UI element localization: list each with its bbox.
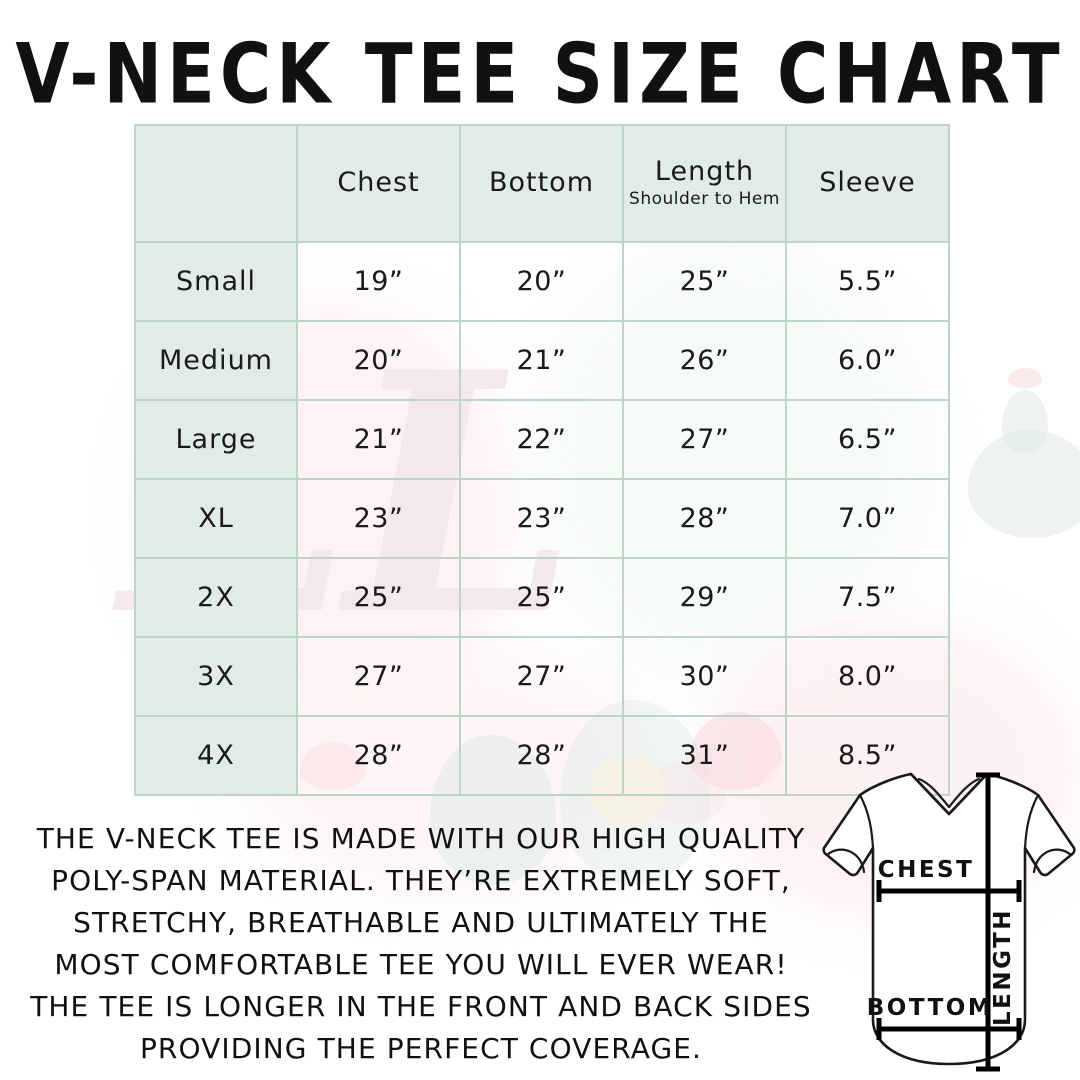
cell-size: Medium <box>134 320 298 401</box>
cell-size: 3X <box>134 636 298 717</box>
cell-size: 2X <box>134 557 298 638</box>
header-cell-sleeve: Sleeve <box>785 124 950 243</box>
header-sublabel-length: Shoulder to Hem <box>629 188 780 209</box>
table-row: Small 19” 20” 25” 5.5” <box>134 241 950 322</box>
cell-sleeve: 7.0” <box>785 478 950 559</box>
product-description: THE V-NECK TEE IS MADE WITH OUR HIGH QUA… <box>30 822 812 1065</box>
diagram-label-length: LENGTH <box>990 908 1016 1026</box>
cell-bottom: 28” <box>459 715 624 796</box>
header-cell-length: Length Shoulder to Hem <box>622 124 787 243</box>
cell-length: 29” <box>622 557 787 638</box>
cell-length: 27” <box>622 399 787 480</box>
cell-length: 30” <box>622 636 787 717</box>
diagram-label-bottom: BOTTOM <box>867 995 993 1021</box>
cell-chest: 20” <box>296 320 461 401</box>
tee-shirt-icon: CHEST BOTTOM LENGTH <box>822 772 1076 1072</box>
cell-sleeve: 8.0” <box>785 636 950 717</box>
cell-bottom: 21” <box>459 320 624 401</box>
size-chart-table: Chest Bottom Length Shoulder to Hem Slee… <box>134 124 950 796</box>
cell-sleeve: 6.0” <box>785 320 950 401</box>
cell-chest: 23” <box>296 478 461 559</box>
cell-chest: 28” <box>296 715 461 796</box>
cell-chest: 27” <box>296 636 461 717</box>
cell-bottom: 23” <box>459 478 624 559</box>
size-chart-table-wrapper: Chest Bottom Length Shoulder to Hem Slee… <box>134 124 950 796</box>
page-title: V-NECK TEE SIZE CHART <box>15 26 1065 123</box>
header-label-length: Length <box>654 156 755 188</box>
table-body: Small 19” 20” 25” 5.5” Medium 20” 21” 26… <box>134 241 950 796</box>
cell-size: 4X <box>134 715 298 796</box>
cell-bottom: 20” <box>459 241 624 322</box>
cell-bottom: 27” <box>459 636 624 717</box>
table-row: Medium 20” 21” 26” 6.0” <box>134 320 950 401</box>
header-row: Chest Bottom Length Shoulder to Hem Slee… <box>134 124 950 243</box>
cell-chest: 19” <box>296 241 461 322</box>
table-header: Chest Bottom Length Shoulder to Hem Slee… <box>134 124 950 243</box>
cell-sleeve: 6.5” <box>785 399 950 480</box>
header-cell-chest: Chest <box>296 124 461 243</box>
header-cell-size <box>134 124 298 243</box>
header-label-bottom: Bottom <box>488 167 595 199</box>
cell-bottom: 22” <box>459 399 624 480</box>
cell-size: Large <box>134 399 298 480</box>
cell-sleeve: 5.5” <box>785 241 950 322</box>
table-row: 2X 25” 25” 29” 7.5” <box>134 557 950 638</box>
diagram-label-chest: CHEST <box>878 857 975 883</box>
v-neck-tee-diagram: CHEST BOTTOM LENGTH <box>818 752 1080 1080</box>
cell-size: XL <box>134 478 298 559</box>
header-cell-bottom: Bottom <box>459 124 624 243</box>
table-row: XL 23” 23” 28” 7.0” <box>134 478 950 559</box>
table-row: 3X 27” 27” 30” 8.0” <box>134 636 950 717</box>
cell-bottom: 25” <box>459 557 624 638</box>
cell-length: 25” <box>622 241 787 322</box>
table-row: Large 21” 22” 27” 6.5” <box>134 399 950 480</box>
cell-length: 26” <box>622 320 787 401</box>
cell-chest: 25” <box>296 557 461 638</box>
header-label-sleeve: Sleeve <box>819 167 916 199</box>
cell-chest: 21” <box>296 399 461 480</box>
cell-size: Small <box>134 241 298 322</box>
cell-length: 28” <box>622 478 787 559</box>
header-label-chest: Chest <box>337 167 420 199</box>
cell-sleeve: 7.5” <box>785 557 950 638</box>
cell-length: 31” <box>622 715 787 796</box>
